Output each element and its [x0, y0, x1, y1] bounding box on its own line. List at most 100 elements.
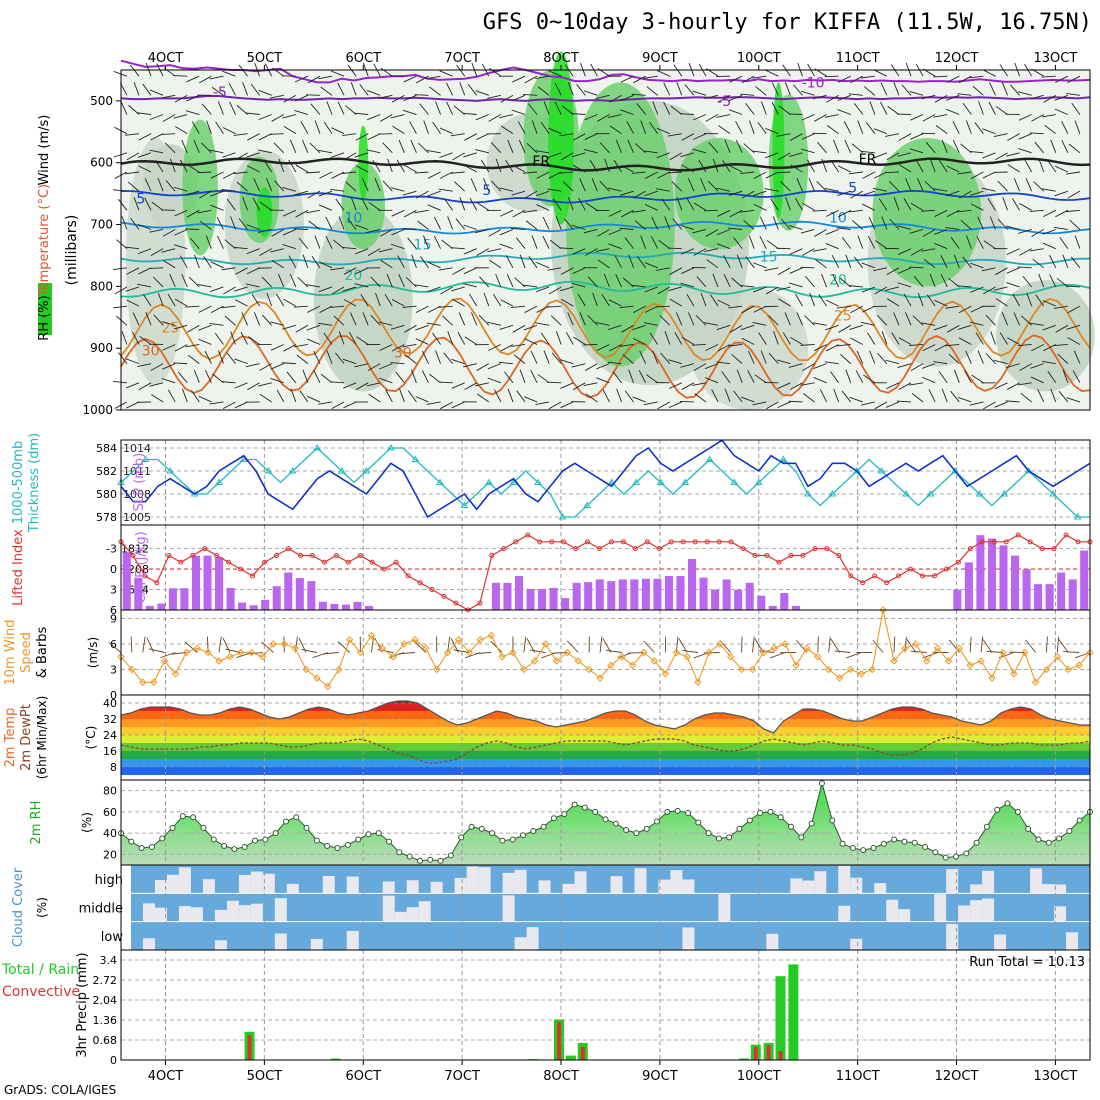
wind-barb [909, 229, 924, 234]
precip-total-bar [788, 964, 799, 1060]
thickness-marker [730, 478, 739, 485]
lifted-index-marker [608, 539, 614, 545]
isotherm-label-1: -10 [802, 75, 825, 91]
rh-marker [1045, 839, 1052, 846]
lifted-index-marker [967, 546, 973, 552]
cloud-gap [454, 877, 467, 894]
wind-barb [1033, 181, 1045, 192]
rh-marker [427, 856, 434, 863]
wind-barb [519, 254, 526, 268]
wind-barb [151, 201, 164, 211]
rh-marker [262, 836, 269, 843]
upper-frame [120, 69, 1091, 411]
wind-barb [863, 374, 876, 384]
wind-barb [559, 133, 574, 137]
wind-barb [1007, 382, 1020, 390]
cape-bar [503, 582, 512, 610]
wind-barb [1067, 305, 1081, 314]
rh-marker [623, 826, 630, 833]
wind-barb [305, 94, 320, 96]
rh-marker [509, 836, 516, 843]
wind-barb [530, 350, 538, 364]
wind-barb [1013, 312, 1021, 326]
cape-bar [249, 605, 258, 610]
cloud-gap [838, 905, 851, 922]
wind-barb [1055, 209, 1069, 218]
wind-barb [511, 227, 526, 230]
cape-bar [618, 579, 627, 610]
wind-barb [869, 101, 876, 115]
thickness-marker [607, 478, 616, 485]
cape-bar [353, 601, 362, 610]
wind-barb [717, 344, 731, 352]
wind-barb [247, 336, 260, 345]
wind-barb [367, 248, 381, 256]
wind-barb [788, 282, 803, 288]
wind-barb [559, 247, 574, 250]
wind-barb [1072, 370, 1081, 384]
wind-barb [181, 273, 188, 288]
wind-barb [526, 142, 538, 154]
wind-barb [583, 344, 598, 346]
wind-barb [451, 358, 465, 365]
lifted-index-marker [333, 552, 339, 558]
wind-barb [759, 236, 767, 249]
lifted-index-marker [549, 539, 555, 545]
wind-ylabel-right: (m/s) [86, 637, 100, 668]
wind-barb [542, 216, 550, 230]
wind-barb [643, 322, 658, 326]
wind-barb [977, 216, 984, 230]
wind-barb [330, 70, 345, 77]
wind-barb [784, 82, 791, 96]
wind-barb [540, 121, 550, 134]
wind-barb [144, 178, 152, 192]
wind-barb [326, 350, 333, 364]
wind-barb [841, 390, 852, 403]
wind-barb [543, 350, 550, 364]
wind-barb [379, 363, 393, 370]
wind-barb [149, 267, 164, 269]
cloud-gap [142, 903, 155, 922]
wind-barb [555, 216, 562, 230]
wind-barb [855, 370, 864, 384]
wind-barb [717, 209, 731, 217]
slp-ylabel-0: 1000-500mb [11, 441, 26, 525]
wind-barb [185, 190, 200, 196]
wind-barb [982, 171, 996, 179]
wind-barb [1019, 363, 1032, 372]
wind-barb [561, 105, 574, 115]
wind-barb [935, 124, 948, 135]
wind-speed-marker [454, 636, 463, 644]
wind-barb [784, 312, 791, 326]
cloud-gap [886, 899, 899, 922]
wind-speed-marker [1064, 665, 1072, 674]
wind-barb [728, 344, 743, 347]
upper-ytick-label-2: 700 [90, 218, 113, 232]
precip-tick-label-2: 1.36 [93, 1014, 118, 1027]
wind-barb [619, 344, 634, 347]
wind-barb [162, 363, 176, 370]
wind-barb [608, 243, 622, 250]
wind-barb [843, 121, 852, 134]
isotherm-label-17: 30 [394, 345, 412, 361]
wind10m-barb [872, 639, 884, 653]
li-tick-label-1: 0 [110, 563, 117, 576]
wind-barb [125, 382, 140, 389]
wind-barb [860, 75, 875, 79]
wind-speed-marker [433, 665, 441, 674]
wind-barb [939, 160, 948, 173]
wind-barb [643, 75, 658, 79]
wind-barb [848, 285, 863, 288]
footer-credit: GrADS: COLA/IGES [4, 1083, 117, 1097]
wind-barb [338, 331, 345, 345]
wind-speed-line [120, 609, 1091, 688]
wind-barb [138, 382, 152, 391]
wind-barb [550, 315, 562, 326]
wind-barb [716, 243, 731, 250]
wind-barb [334, 352, 345, 364]
wind-barb [990, 331, 996, 345]
wind-barb [945, 190, 960, 197]
wind-barb [957, 397, 972, 403]
lifted-index-marker [728, 539, 734, 545]
wind-barb [712, 158, 719, 173]
